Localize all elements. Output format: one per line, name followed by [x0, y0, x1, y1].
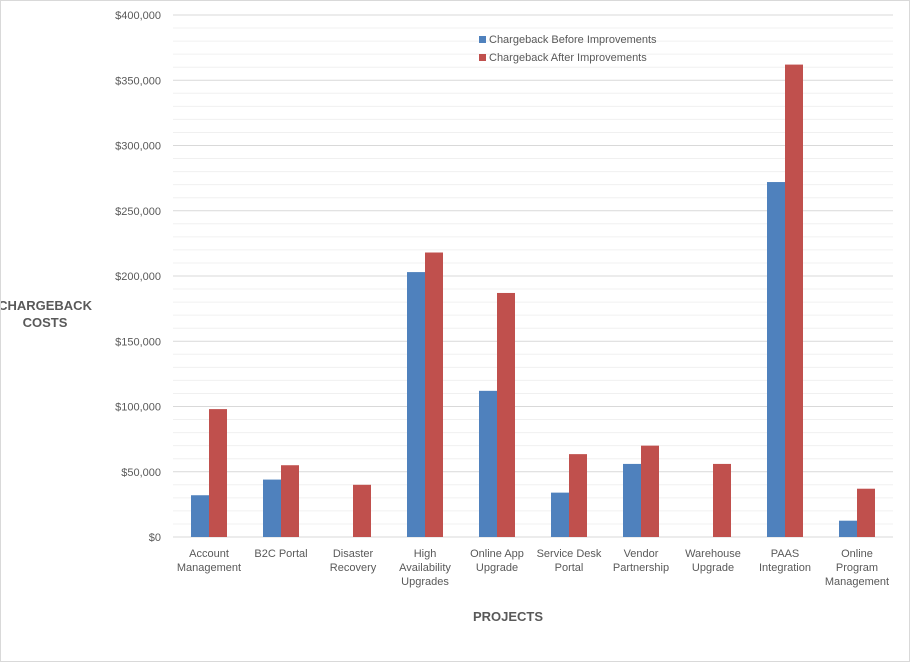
y-tick-label: $0	[149, 532, 161, 544]
x-tick-label-line: High	[414, 548, 437, 560]
bar-after	[281, 465, 299, 537]
x-tick-label-line: Management	[177, 562, 241, 574]
x-tick-label-line: B2C Portal	[254, 548, 307, 560]
bar-before	[551, 492, 569, 537]
x-tick-label-line: Availability	[399, 562, 451, 574]
x-tick-label-line: Partnership	[613, 562, 669, 574]
x-tick-label-line: Upgrade	[476, 562, 518, 574]
bar-after	[785, 64, 803, 537]
x-tick-label-line: Recovery	[330, 562, 377, 574]
bar-after	[209, 409, 227, 537]
x-tick-label-line: Online	[841, 548, 873, 560]
bar-before	[191, 495, 209, 537]
y-tick-label: $250,000	[115, 206, 161, 218]
legend-label: Chargeback After Improvements	[489, 52, 647, 64]
bar-before	[407, 272, 425, 537]
x-tick-label-line: Program	[836, 562, 878, 574]
y-tick-label: $100,000	[115, 402, 161, 414]
x-tick-label: Online Program Management	[825, 548, 889, 588]
bar-after	[857, 488, 875, 537]
y-tick-label: $150,000	[115, 336, 161, 348]
bar-before	[767, 182, 785, 538]
bar-after	[353, 484, 371, 537]
x-axis-label: PROJECTS	[473, 609, 543, 624]
x-tick-label-line: Warehouse	[685, 548, 741, 560]
y-axis-label-line: COSTS	[23, 315, 68, 330]
x-tick-label-line: Portal	[555, 562, 584, 574]
legend-swatch	[479, 36, 486, 43]
x-tick-label: B2C Portal	[254, 548, 307, 560]
y-tick-label: $350,000	[115, 75, 161, 87]
x-tick-label-line: Management	[825, 576, 889, 588]
x-tick-label: PAAS Integration	[759, 548, 811, 574]
bar-before	[623, 463, 641, 537]
legend-label: Chargeback Before Improvements	[489, 34, 657, 46]
x-tick-label-line: Disaster	[333, 548, 374, 560]
y-axis-label-line: CHARGEBACK	[1, 298, 93, 313]
x-tick-label: Service Desk Portal	[537, 548, 602, 574]
x-tick-label-line: Vendor	[624, 548, 659, 560]
bar-before	[479, 390, 497, 537]
x-tick-label-line: Service Desk	[537, 548, 602, 560]
y-tick-label: $50,000	[121, 467, 161, 479]
bar-before	[263, 479, 281, 537]
x-tick-label-line: Account	[189, 548, 229, 560]
x-tick-label-line: Online App	[470, 548, 524, 560]
x-tick-label-line: Upgrades	[401, 576, 449, 588]
bar-after	[713, 463, 731, 537]
x-tick-label-line: Upgrade	[692, 562, 734, 574]
bar-after	[641, 445, 659, 537]
x-tick-label: Warehouse Upgrade	[685, 548, 741, 574]
x-tick-label: Online App Upgrade	[470, 548, 524, 574]
x-tick-label: Vendor Partnership	[613, 548, 669, 574]
bar-after	[497, 292, 515, 537]
x-tick-label-line: Integration	[759, 562, 811, 574]
y-axis-label: CHARGEBACK COSTS	[1, 298, 93, 330]
legend-swatch	[479, 54, 486, 61]
bar-after	[425, 252, 443, 537]
bar-after	[569, 454, 587, 537]
y-tick-label: $200,000	[115, 271, 161, 283]
x-tick-label: High Availability Upgrades	[399, 548, 451, 588]
y-tick-label: $300,000	[115, 141, 161, 153]
x-tick-label: Account Management	[177, 548, 241, 574]
bar-before	[839, 520, 857, 537]
x-tick-label-line: PAAS	[771, 548, 800, 560]
y-tick-label: $400,000	[115, 10, 161, 22]
x-tick-label: Disaster Recovery	[330, 548, 377, 574]
